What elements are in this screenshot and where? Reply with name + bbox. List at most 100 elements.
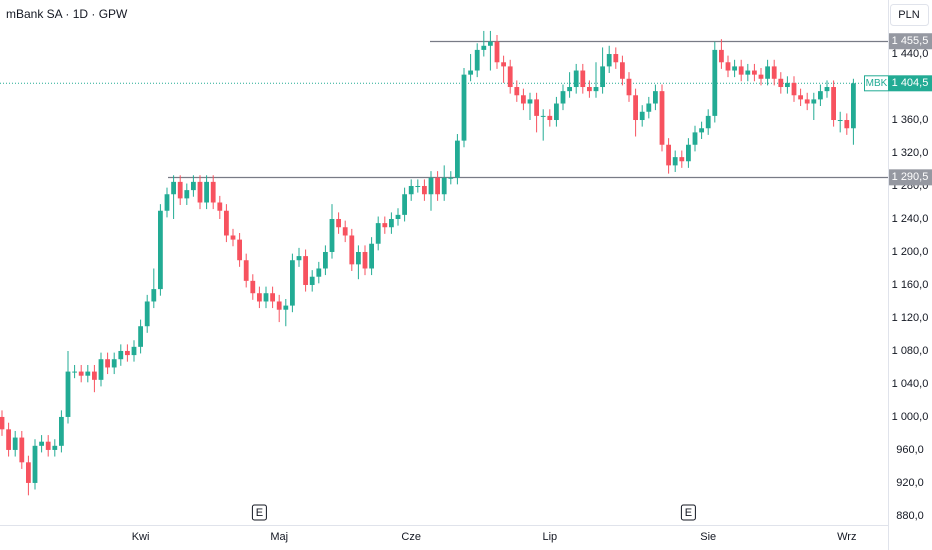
candle-body	[197, 181, 203, 203]
candle-body	[59, 416, 64, 446]
candle-body	[217, 202, 223, 211]
y-tick-label: 1 200,0	[892, 246, 929, 258]
candle-body	[818, 91, 823, 100]
event-label[interactable]: E	[256, 507, 263, 519]
candle-body	[125, 350, 130, 356]
candle-body	[705, 115, 711, 129]
candle-body	[851, 83, 856, 129]
candle-body	[765, 66, 770, 79]
event-marker[interactable]	[251, 504, 267, 521]
candle-body	[184, 190, 190, 199]
y-tick-label: 1 120,0	[892, 312, 929, 324]
candle-body	[329, 218, 335, 252]
candle-body	[593, 87, 599, 92]
candle-body	[72, 371, 77, 373]
candle-body	[448, 177, 454, 179]
candle-body	[554, 103, 559, 121]
candle-body	[65, 371, 71, 417]
candle-body	[474, 49, 480, 71]
candle-body	[204, 181, 209, 203]
candle-body	[224, 210, 229, 236]
currency[interactable]: PLN	[898, 9, 919, 21]
horizontal-line-label-box	[889, 33, 932, 50]
x-tick-label: Lip	[542, 531, 557, 543]
candle-body	[778, 78, 784, 88]
candle-body	[92, 371, 97, 380]
candle-body	[613, 54, 619, 63]
candle-body	[52, 445, 58, 450]
candle-body	[296, 256, 302, 261]
candle-body	[686, 144, 691, 162]
x-tick-label: Cze	[401, 531, 421, 543]
candle-body	[435, 177, 440, 195]
event-label[interactable]: E	[685, 507, 692, 519]
candle-body	[481, 45, 487, 50]
candle-body	[283, 305, 289, 310]
candle-body	[32, 445, 38, 483]
candle-body	[488, 41, 493, 46]
candle-body	[26, 462, 31, 483]
candle-body	[243, 260, 249, 281]
candle-body	[422, 185, 427, 195]
candle-body	[257, 293, 262, 302]
candle-body	[580, 70, 586, 88]
candle-body	[540, 115, 546, 117]
candle-body	[105, 359, 110, 368]
candle-body	[534, 99, 539, 116]
candle-body	[177, 181, 183, 199]
candle-body	[290, 260, 295, 306]
candle-body	[712, 49, 718, 116]
candle-body	[428, 177, 434, 195]
candle-body	[309, 276, 315, 285]
candle-body	[620, 62, 625, 79]
x-tick-label: Kwi	[132, 531, 150, 543]
y-tick-label: 880,0	[896, 510, 924, 522]
symbol-label: MBK	[866, 78, 888, 89]
candle-body	[151, 289, 157, 302]
candle-body	[567, 87, 572, 92]
y-tick-label: 1 040,0	[892, 378, 929, 390]
candle-body	[798, 95, 803, 100]
candle-body	[501, 62, 506, 67]
candle-body	[39, 441, 44, 446]
horizontal-line-label-box	[889, 169, 932, 186]
candle-body	[389, 218, 394, 228]
candle-body	[118, 350, 124, 360]
candle-body	[395, 214, 401, 219]
candle-body	[111, 359, 117, 368]
candle-body	[461, 74, 467, 141]
candle-body	[138, 326, 143, 347]
horizontal-line-label: 1 455,5	[892, 35, 929, 47]
candle-body	[0, 416, 5, 430]
y-tick-label: 1 320,0	[892, 147, 929, 159]
candle-body	[144, 301, 150, 327]
candle-body	[844, 120, 850, 129]
candle-body	[732, 66, 737, 71]
candle-body	[415, 185, 421, 187]
currency-box[interactable]	[890, 4, 929, 26]
candle-body	[527, 99, 533, 104]
candle-body	[837, 120, 843, 122]
candle-body	[699, 128, 704, 133]
candle-body	[679, 157, 685, 162]
candle-body	[349, 235, 355, 265]
candle-body	[408, 185, 414, 195]
candle-body	[250, 280, 256, 294]
candle-body	[45, 441, 51, 450]
candle-body	[811, 99, 817, 104]
candle-body	[362, 251, 368, 269]
candle-body	[672, 157, 678, 166]
candle-body	[19, 437, 25, 463]
candle-body	[316, 268, 322, 277]
event-marker[interactable]	[680, 504, 696, 521]
candle-body	[382, 223, 388, 228]
candle-body	[831, 87, 836, 121]
candle-body	[639, 111, 645, 121]
candle-body	[6, 429, 11, 450]
candle-body	[210, 181, 216, 203]
candle-body	[633, 95, 638, 121]
candle-body	[131, 346, 137, 356]
chart-title: mBank SA · 1D · GPW	[6, 7, 128, 21]
candle-body	[666, 144, 671, 166]
